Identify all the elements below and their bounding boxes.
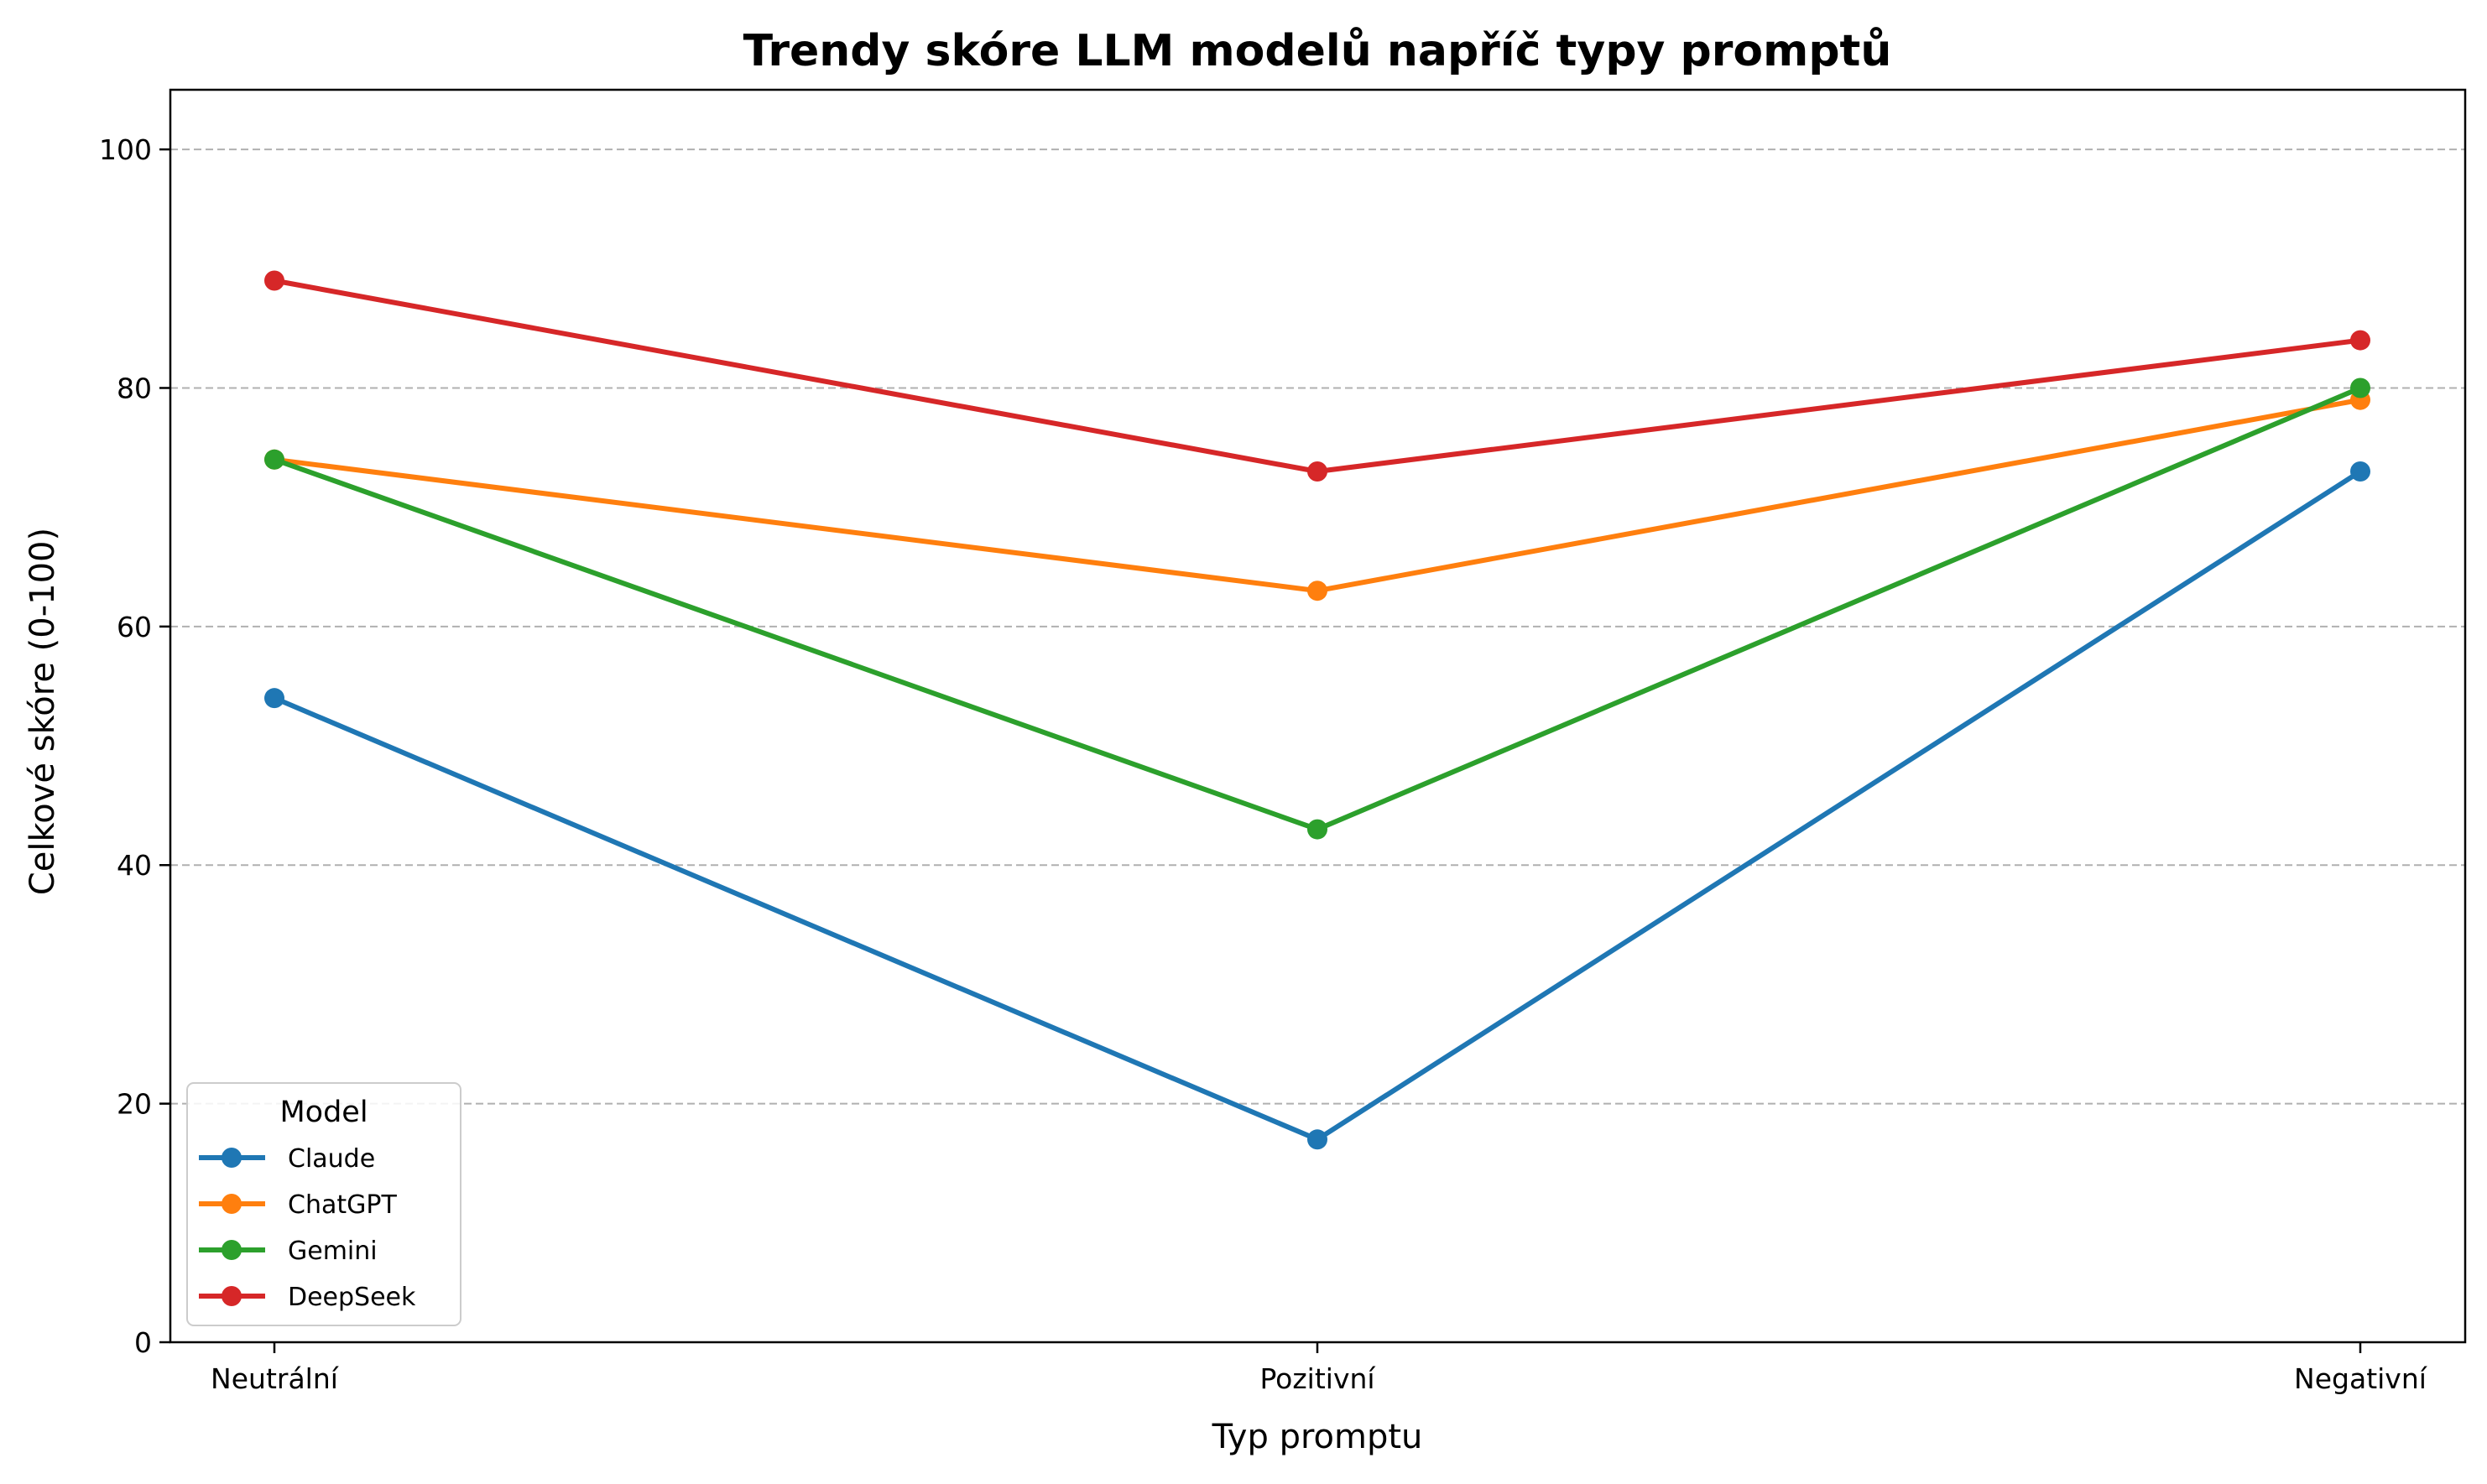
legend-marker-deepseek [222,1286,242,1306]
legend-marker-claude [222,1148,242,1168]
legend-box [186,1082,461,1326]
data-point-deepseek [1307,461,1327,482]
y-tick-label: 80 [117,372,152,404]
data-point-chatgpt [1307,581,1327,601]
data-point-claude [264,688,284,709]
data-point-deepseek [264,270,284,291]
legend-entry-deepseek: DeepSeek [199,1283,416,1312]
grid-layer [170,148,2465,1105]
data-point-claude [2350,461,2370,482]
y-tick-label: 60 [117,611,152,643]
data-point-gemini [264,449,284,470]
chart-title: Trendy skóre LLM modelů napříč typy prom… [743,26,1892,76]
x-tick-label: Pozitivní [1259,1362,1376,1395]
series-layer [264,270,2370,1150]
y-tick-label: 20 [117,1088,152,1121]
tick-layer: 0 20 40 60 80 100 Neutrální Pozitivní Negativní [99,133,2428,1395]
y-axis-label: Celkové skóre (0-100) [23,528,62,895]
data-point-gemini [2350,378,2370,398]
y-tick-label: 100 [99,133,152,166]
legend-entries: Claude ChatGPT Gemini DeepSeek [199,1144,416,1312]
legend-label-claude: Claude [288,1144,375,1174]
data-point-gemini [1307,819,1327,840]
y-tick-label: 40 [117,849,152,882]
legend-label-deepseek: DeepSeek [288,1283,416,1312]
data-point-claude [1307,1129,1327,1150]
legend-entry-claude: Claude [199,1144,375,1174]
legend-label-gemini: Gemini [288,1237,378,1266]
data-point-deepseek [2350,330,2370,351]
legend-entry-gemini: Gemini [199,1237,378,1266]
legend-marker-gemini [222,1240,242,1260]
series-gemini [264,378,2370,840]
legend-title: Model [279,1096,368,1129]
series-claude [264,461,2370,1150]
legend-entry-chatgpt: ChatGPT [199,1190,397,1220]
series-deepseek [264,270,2370,482]
x-axis-label: Typ promptu [1212,1418,1423,1456]
x-tick-label: Neutrální [211,1362,340,1395]
legend: Model Claude ChatGPT Gemini DeepSeek [186,1082,461,1326]
legend-marker-chatgpt [222,1194,242,1214]
y-tick-label: 0 [134,1326,152,1359]
legend-label-chatgpt: ChatGPT [288,1190,397,1220]
x-tick-label: Negativní [2294,1362,2428,1395]
